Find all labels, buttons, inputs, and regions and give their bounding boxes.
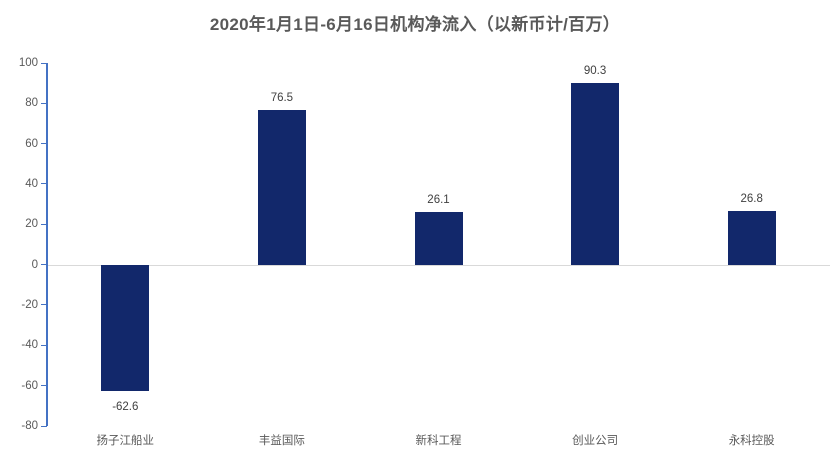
chart-title: 2020年1月1日-6月16日机构净流入（以新币计/百万） [209,15,621,34]
y-axis-tick-label: 100 [18,57,38,69]
y-axis-line [46,63,48,426]
y-axis-tick-label: -40 [21,339,38,352]
y-axis-tick-label: 20 [25,218,38,231]
bar-创业公司 [571,82,620,265]
y-axis-tick [41,143,47,145]
y-axis-tick-label: 0 [31,258,38,271]
y-axis-tick [41,304,47,306]
y-axis-tick-label: -80 [21,420,38,432]
bar-永科控股 [727,210,776,265]
x-axis-labels: 扬子江船业 丰益国际 新科工程 创业公司 永科控股 [47,433,830,451]
category-label: 新科工程 [415,435,462,447]
data-label: 26.1 [427,194,450,207]
y-axis-tick-label: 60 [25,137,38,150]
category-label: 创业公司 [572,435,619,447]
y-axis-tick [41,223,47,225]
data-label: -62.6 [112,400,139,413]
y-axis-tick-label: -60 [21,379,38,392]
zero-gridline [47,264,830,266]
category-label: 扬子江船业 [96,435,155,447]
category-label: 丰益国际 [258,435,305,447]
data-label: 90.3 [583,64,607,77]
bar-扬子江船业 [101,264,150,391]
category-label: 永科控股 [728,435,775,447]
y-axis-tick-label: 40 [25,177,38,190]
y-axis-tick-label: 80 [25,97,38,110]
y-axis-tick [41,385,47,387]
plot-area: 100 80 60 40 20 0 -20 -40 -60 -80 -62.6 76.5 26.1 90.… [19,57,830,432]
y-axis-tick [41,344,47,346]
y-axis-tick [41,183,47,185]
y-axis-tick [41,62,47,64]
bar-新科工程 [414,212,463,265]
y-axis-tick [41,102,47,104]
y-axis-tick [41,425,47,427]
y-axis-tick-label: -20 [21,298,38,311]
y-axis-tick [41,264,47,266]
data-label: 76.5 [270,92,294,105]
bar-丰益国际 [257,110,306,265]
data-label: 26.8 [740,192,763,205]
